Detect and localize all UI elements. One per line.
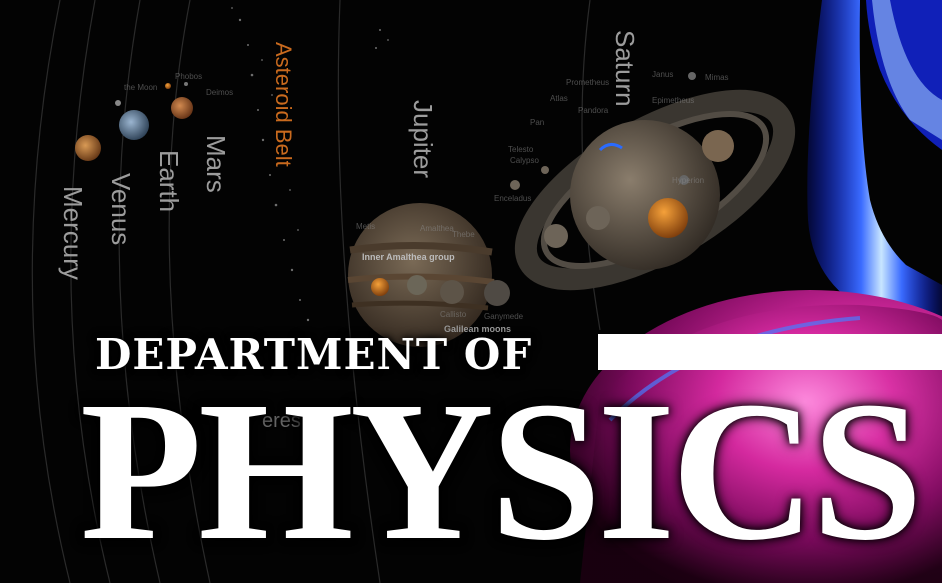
plasma-highlight	[872, 0, 942, 140]
small-moon-a	[688, 72, 696, 80]
asteroid-belt-label: Asteroid Belt	[271, 42, 296, 167]
the-moon-label: the Moon	[124, 83, 158, 92]
ceres-label: eres	[262, 410, 301, 432]
moon-planet	[115, 100, 121, 106]
dione-moon	[586, 206, 610, 230]
asteroid-speckles	[231, 7, 389, 322]
prometheus-label: Prometheus	[566, 78, 610, 87]
ganymede-label: Ganymede	[484, 312, 524, 321]
mars-label: Mars	[201, 135, 231, 193]
venus-planet	[75, 135, 101, 161]
phobos-label: Phobos	[175, 72, 203, 81]
mars-planet	[171, 97, 193, 119]
physics-heading: PHYSICS	[80, 361, 923, 582]
galilean-moons-label: Galilean moons	[444, 324, 512, 334]
mimas-moon	[541, 166, 549, 174]
epimetheus-label: Epimetheus	[652, 96, 695, 105]
saturn-label: Saturn	[610, 30, 640, 107]
pandora-label: Pandora	[578, 106, 609, 115]
thebe-label: Thebe	[452, 230, 475, 239]
enceladus-label: Enceladus	[494, 194, 532, 203]
mercury-label: Mercury	[58, 186, 88, 280]
callisto-label: Callisto	[440, 310, 467, 319]
earth-label: Earth	[154, 150, 184, 213]
venus-label: Venus	[106, 173, 136, 246]
atlas-label: Atlas	[550, 94, 568, 103]
ganymede-moon	[484, 280, 510, 306]
small-moon-b	[679, 175, 689, 185]
amalthea-label: Amalthea	[420, 224, 454, 233]
rhea-moon	[702, 130, 734, 162]
phobos-moon	[165, 83, 171, 89]
europa-moon	[407, 275, 427, 295]
deimos-label: Deimos	[206, 88, 234, 97]
calypso-label: Calypso	[510, 156, 539, 165]
jupiter-planet	[347, 203, 495, 347]
deimos-moon	[184, 82, 188, 86]
janus-label: Janus	[652, 70, 674, 79]
department-of-heading: DEPARTMENT OF	[95, 330, 533, 379]
mimas-label: Mimas	[705, 73, 729, 82]
earth-planet	[119, 110, 149, 140]
callisto-moon	[440, 280, 464, 304]
hyperion-label: Hyperion	[672, 176, 705, 185]
plasma-stream	[807, 0, 942, 330]
inner-amalthea-group-label: Inner Amalthea group	[362, 252, 455, 262]
metis-label: Metis	[356, 222, 376, 231]
enceladus-moon	[510, 180, 520, 190]
io-moon	[371, 278, 389, 296]
headline-underline-bar	[598, 334, 942, 370]
titan-moon	[648, 198, 688, 238]
jupiter-label: Jupiter	[408, 100, 438, 179]
tethys-moon	[544, 224, 568, 248]
telesto-label: Telesto	[508, 145, 534, 154]
pan-label: Pan	[530, 118, 545, 127]
